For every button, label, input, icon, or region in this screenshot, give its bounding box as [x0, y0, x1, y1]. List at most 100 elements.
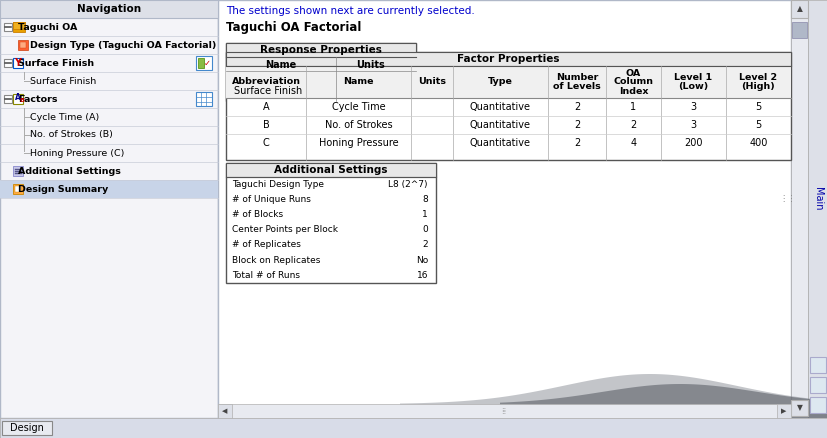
- Text: Level 2: Level 2: [739, 73, 777, 82]
- Text: Honing Pressure (C): Honing Pressure (C): [30, 148, 124, 158]
- Text: 5: 5: [754, 102, 761, 112]
- Text: 2: 2: [573, 138, 580, 148]
- Text: Name: Name: [343, 78, 373, 86]
- Bar: [4, 59, 12, 67]
- Bar: [809, 397, 825, 413]
- Text: L8 (2^7): L8 (2^7): [388, 180, 428, 189]
- Text: 3: 3: [690, 120, 696, 130]
- Text: 1: 1: [629, 102, 636, 112]
- Text: No: No: [415, 255, 428, 265]
- Text: ⁞⁞: ⁞⁞: [501, 406, 506, 416]
- Bar: [13, 22, 25, 32]
- Text: ◀: ◀: [222, 408, 227, 414]
- Text: 0: 0: [422, 225, 428, 234]
- Text: No. of Strokes: No. of Strokes: [324, 120, 392, 130]
- Text: 200: 200: [683, 138, 702, 148]
- Bar: [790, 0, 807, 18]
- Text: Honing Pressure: Honing Pressure: [318, 138, 398, 148]
- Bar: [226, 52, 790, 66]
- Bar: [226, 163, 436, 283]
- Bar: [218, 404, 790, 418]
- Text: (Low): (Low): [677, 82, 708, 91]
- Text: 2: 2: [573, 120, 580, 130]
- Text: OA: OA: [625, 68, 640, 78]
- Bar: [13, 184, 23, 194]
- Text: A: A: [262, 102, 269, 112]
- Text: Surface Finish: Surface Finish: [234, 86, 302, 96]
- Text: C: C: [262, 138, 269, 148]
- Text: Quantitative: Quantitative: [470, 138, 530, 148]
- Bar: [198, 58, 203, 68]
- Text: Y: Y: [15, 58, 22, 68]
- Bar: [226, 43, 415, 101]
- Bar: [13, 58, 23, 68]
- Text: 8: 8: [422, 195, 428, 204]
- Bar: [226, 52, 790, 160]
- Text: ▶: ▶: [781, 408, 786, 414]
- Bar: [196, 56, 212, 70]
- Text: No. of Strokes (B): No. of Strokes (B): [30, 131, 112, 139]
- Text: Factor Properties: Factor Properties: [457, 54, 559, 64]
- Text: Abbreviation: Abbreviation: [232, 78, 300, 86]
- Text: Design: Design: [10, 423, 44, 433]
- Text: Navigation: Navigation: [77, 4, 141, 14]
- Bar: [196, 92, 212, 106]
- Text: Surface Finish: Surface Finish: [18, 59, 94, 67]
- Bar: [4, 23, 12, 31]
- Text: Cycle Time (A): Cycle Time (A): [30, 113, 99, 121]
- Bar: [226, 66, 790, 98]
- Text: A: A: [15, 93, 21, 102]
- Text: Design Summary: Design Summary: [18, 184, 108, 194]
- Bar: [226, 57, 415, 71]
- Bar: [0, 0, 218, 418]
- Bar: [4, 95, 12, 103]
- Bar: [13, 94, 23, 104]
- Bar: [791, 22, 806, 38]
- Bar: [790, 400, 807, 416]
- Text: Index: Index: [618, 86, 648, 95]
- Text: Taguchi Design Type: Taguchi Design Type: [232, 180, 323, 189]
- Bar: [0, 0, 218, 18]
- Text: Taguchi OA: Taguchi OA: [18, 22, 77, 32]
- Text: Main: Main: [812, 187, 822, 211]
- Text: Taguchi OA Factorial: Taguchi OA Factorial: [226, 21, 361, 33]
- Text: Center Points per Block: Center Points per Block: [232, 225, 337, 234]
- Text: 2: 2: [422, 240, 428, 250]
- Text: Level 1: Level 1: [674, 73, 712, 82]
- Bar: [226, 163, 436, 177]
- Bar: [809, 377, 825, 393]
- Text: ▲: ▲: [796, 4, 801, 14]
- Bar: [218, 0, 790, 418]
- Text: Response Properties: Response Properties: [260, 45, 381, 55]
- Text: of Levels: of Levels: [552, 82, 600, 91]
- Text: Block on Replicates: Block on Replicates: [232, 255, 320, 265]
- Text: Additional Settings: Additional Settings: [18, 166, 121, 176]
- Text: ▼: ▼: [796, 403, 801, 413]
- Text: ✓: ✓: [203, 59, 210, 67]
- Bar: [0, 180, 218, 198]
- Text: Quantitative: Quantitative: [470, 102, 530, 112]
- Text: The settings shown next are currently selected.: The settings shown next are currently se…: [226, 6, 474, 16]
- Bar: [2, 421, 52, 435]
- Bar: [226, 43, 415, 57]
- Bar: [0, 418, 827, 438]
- Text: # of Replicates: # of Replicates: [232, 240, 300, 250]
- Text: Column: Column: [613, 78, 653, 86]
- Text: 400: 400: [748, 138, 767, 148]
- Text: Additional Settings: Additional Settings: [274, 165, 387, 175]
- Text: Factors: Factors: [18, 95, 57, 103]
- Bar: [790, 0, 807, 418]
- Bar: [13, 166, 23, 176]
- Text: Units: Units: [356, 60, 385, 70]
- Bar: [18, 40, 28, 50]
- Text: 5: 5: [754, 120, 761, 130]
- Text: B: B: [19, 98, 24, 102]
- Bar: [20, 42, 26, 48]
- Text: B: B: [262, 120, 269, 130]
- Text: 3: 3: [690, 102, 696, 112]
- Text: 2: 2: [573, 102, 580, 112]
- Bar: [807, 0, 827, 418]
- Text: Name: Name: [265, 60, 296, 70]
- Text: 2: 2: [629, 120, 636, 130]
- Bar: [218, 404, 232, 418]
